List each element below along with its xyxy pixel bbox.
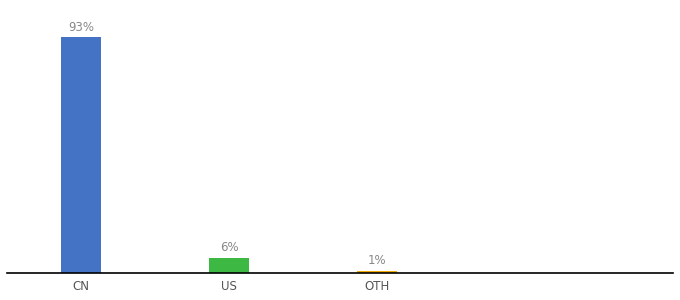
- Bar: [61, 38, 101, 273]
- Bar: [356, 271, 397, 273]
- Text: 93%: 93%: [68, 21, 94, 34]
- Text: 1%: 1%: [368, 254, 386, 267]
- Bar: [209, 258, 250, 273]
- Text: 6%: 6%: [220, 241, 238, 254]
